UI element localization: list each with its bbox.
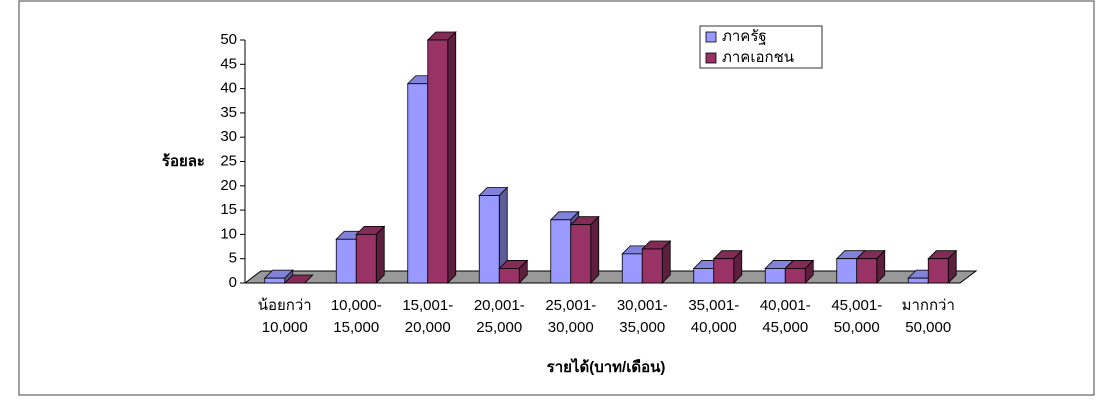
bar bbox=[498, 268, 520, 284]
x-tick-label: 25,001- bbox=[545, 297, 596, 314]
x-tick-label: 40,001- bbox=[760, 297, 811, 314]
x-tick-label: 25,000 bbox=[476, 319, 522, 336]
x-tick-label: 10,000 bbox=[262, 319, 308, 336]
bar bbox=[355, 233, 377, 284]
y-tick-label: 15 bbox=[220, 201, 237, 218]
y-tick-label: 40 bbox=[220, 80, 237, 97]
legend-swatch bbox=[705, 52, 717, 64]
bar bbox=[693, 268, 715, 284]
y-tick-label: 35 bbox=[220, 104, 237, 121]
x-tick-label: มากกว่า bbox=[902, 297, 955, 314]
bar bbox=[407, 83, 429, 284]
y-tick-label: 10 bbox=[220, 225, 237, 242]
x-tick-label: 40,000 bbox=[691, 319, 737, 336]
bar bbox=[264, 277, 286, 284]
bar bbox=[764, 268, 786, 284]
x-tick-label: 50,000 bbox=[834, 319, 880, 336]
bar bbox=[641, 248, 663, 284]
x-tick-label: 45,000 bbox=[762, 319, 808, 336]
bar-side bbox=[304, 274, 314, 284]
legend-label: ภาครัฐ bbox=[722, 28, 767, 45]
bar bbox=[478, 195, 500, 284]
bar-side bbox=[375, 225, 385, 284]
y-tick-label: 25 bbox=[220, 152, 237, 169]
x-tick-label: 30,000 bbox=[548, 319, 594, 336]
bar bbox=[784, 268, 806, 284]
legend-swatch bbox=[705, 31, 717, 43]
bar bbox=[335, 238, 357, 284]
legend-label: ภาคเอกชน bbox=[722, 49, 794, 66]
y-tick-label: 50 bbox=[220, 31, 237, 48]
bar-side bbox=[590, 215, 600, 284]
x-tick-label: 15,001- bbox=[402, 297, 453, 314]
bar bbox=[907, 277, 929, 284]
bar bbox=[927, 258, 949, 284]
bar bbox=[713, 258, 735, 284]
y-tick-label: 5 bbox=[229, 250, 237, 267]
x-tick-label: 15,000 bbox=[333, 319, 379, 336]
chart-frame bbox=[18, 0, 1095, 396]
x-tick-label: 10,000- bbox=[331, 297, 382, 314]
x-tick-label: 35,001- bbox=[688, 297, 739, 314]
bar bbox=[836, 258, 858, 284]
bar bbox=[856, 258, 878, 284]
x-tick-label: 20,001- bbox=[474, 297, 525, 314]
x-tick-label: 20,000 bbox=[405, 319, 451, 336]
bar-side bbox=[447, 31, 457, 284]
x-tick-label: น้อยกว่า bbox=[258, 297, 312, 314]
y-tick-label: 20 bbox=[220, 177, 237, 194]
bar bbox=[570, 224, 592, 284]
bar bbox=[427, 39, 449, 284]
bar bbox=[550, 219, 572, 284]
bar bbox=[621, 253, 643, 284]
legend-box bbox=[699, 25, 823, 69]
bar-side bbox=[661, 240, 671, 284]
x-tick-label: 50,000 bbox=[905, 319, 951, 336]
y-tick-label: 30 bbox=[220, 128, 237, 145]
x-tick-label: 35,000 bbox=[619, 319, 665, 336]
x-axis-label: รายได้(บาท/เดือน) bbox=[547, 357, 666, 376]
y-tick-label: 45 bbox=[220, 55, 237, 72]
y-axis-label: ร้อยละ bbox=[162, 153, 205, 170]
x-tick-label: 45,001- bbox=[831, 297, 882, 314]
x-tick-label: 30,001- bbox=[617, 297, 668, 314]
y-tick-label: 0 bbox=[229, 274, 237, 291]
